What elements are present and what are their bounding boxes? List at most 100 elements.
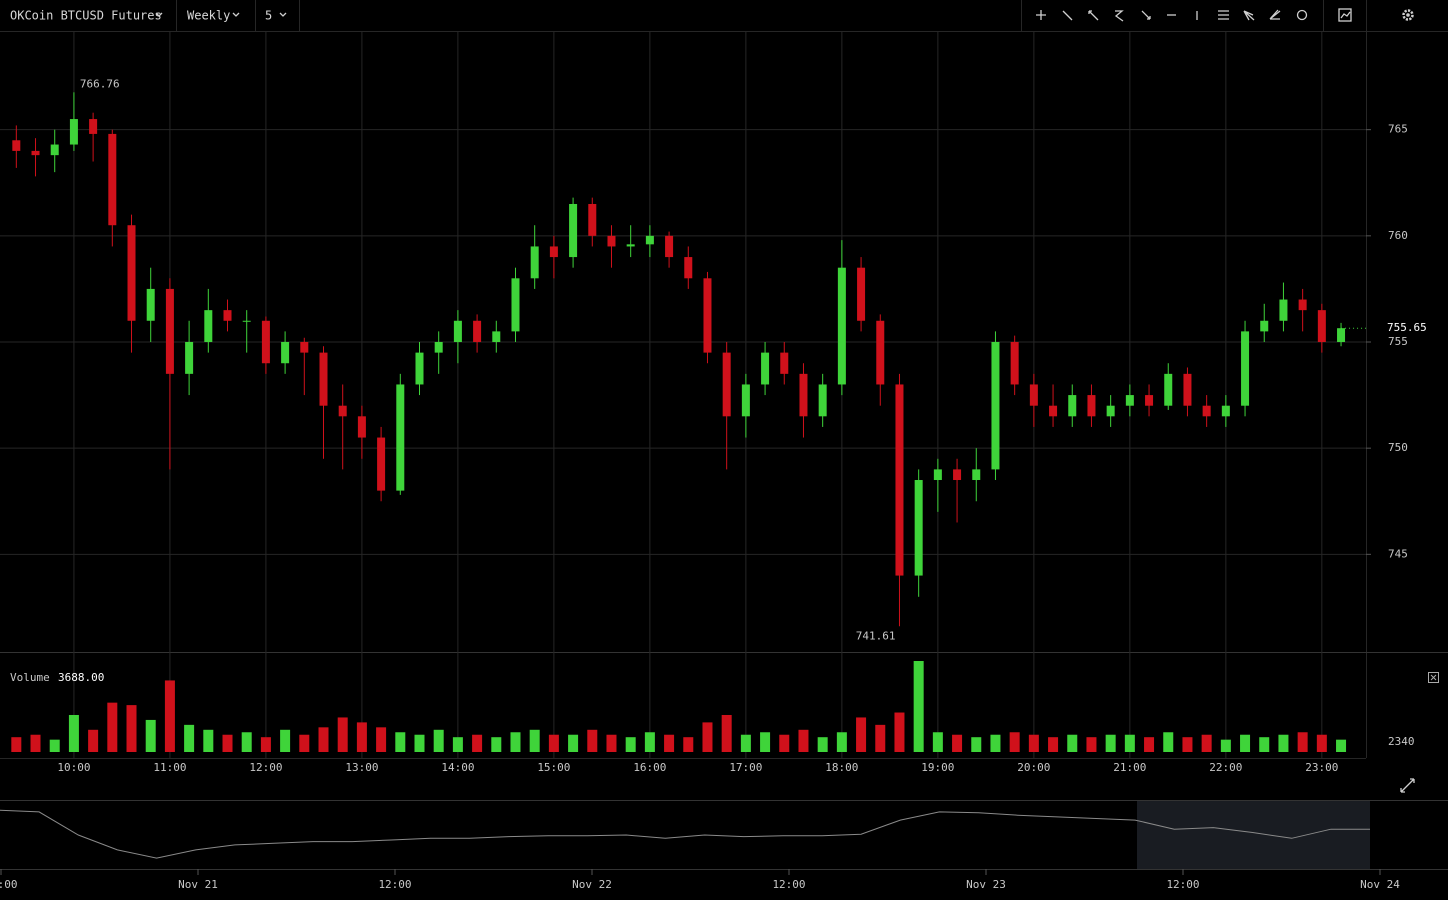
volume-bar xyxy=(913,661,924,752)
gann-tool[interactable] xyxy=(1269,9,1281,20)
volume-bar xyxy=(1124,734,1135,752)
volume-bar xyxy=(1009,732,1020,752)
dropdown-arrow xyxy=(279,12,287,17)
candle-body xyxy=(953,469,962,481)
candle-body xyxy=(319,352,328,406)
candle-body xyxy=(1202,405,1211,417)
candle-body xyxy=(569,203,578,258)
arrow-tool[interactable] xyxy=(1141,10,1151,20)
volume-bar xyxy=(1297,732,1308,752)
circle-tool[interactable] xyxy=(1296,9,1308,21)
volume-bar xyxy=(510,732,521,752)
volume-bar xyxy=(1163,732,1174,752)
volume-bar xyxy=(107,702,118,752)
candle-body xyxy=(1317,310,1326,342)
volume-bar xyxy=(1182,737,1193,752)
candle-body xyxy=(204,310,213,342)
volume-bar xyxy=(126,705,137,752)
candle-body xyxy=(741,384,750,417)
candle-body xyxy=(1221,405,1230,417)
volume-bar xyxy=(356,722,367,752)
volume-bar xyxy=(68,714,79,752)
candle-body xyxy=(357,416,366,438)
candle-body xyxy=(645,235,654,245)
low-label: 741.61 xyxy=(856,629,896,642)
candle-body xyxy=(146,288,155,321)
last-price-label: 755.65 xyxy=(1387,321,1427,334)
volume-bar xyxy=(145,719,156,752)
candle-body xyxy=(933,469,942,481)
navigator-label: 12:00 xyxy=(772,878,805,891)
range-selector[interactable]: Weekly xyxy=(187,9,230,23)
volume-bar xyxy=(798,729,809,752)
candle-body xyxy=(876,320,885,385)
interval-selector[interactable]: 5 xyxy=(265,9,272,23)
volume-bar xyxy=(280,729,291,752)
candle-body xyxy=(703,278,712,353)
navigator-line xyxy=(0,809,1370,859)
volume-value: 3688.00 xyxy=(58,671,104,684)
candle-body xyxy=(1049,405,1058,417)
fan-tool[interactable] xyxy=(1243,10,1255,21)
dropdown-arrow xyxy=(232,12,240,17)
volume-bar xyxy=(894,712,905,752)
y-tick-label: 755 xyxy=(1388,335,1408,348)
volume-bar xyxy=(88,729,99,752)
candle-body xyxy=(626,244,635,247)
candle-body xyxy=(492,331,501,342)
candle-body xyxy=(972,469,981,481)
ray-tool[interactable] xyxy=(1088,10,1099,21)
symbol-selector[interactable]: OKCoin BTCUSD Futures xyxy=(10,9,162,23)
volume-bar xyxy=(452,737,463,752)
y-tick-label: 765 xyxy=(1388,123,1408,136)
volume-bar xyxy=(11,737,22,752)
volume-bar xyxy=(760,732,771,752)
x-tick-label: 10:00 xyxy=(57,761,90,774)
volume-bar xyxy=(472,734,483,752)
volume-bar xyxy=(1240,734,1251,752)
volume-label: Volume xyxy=(10,671,50,684)
candle-body xyxy=(549,246,558,258)
volume-bar xyxy=(376,727,387,752)
fullscreen-button[interactable] xyxy=(1400,778,1415,793)
navigator-label: Nov 24 xyxy=(1360,878,1400,891)
crosshair-tool[interactable] xyxy=(1036,10,1046,20)
navigator-label: 12:00 xyxy=(1166,878,1199,891)
volume-bar xyxy=(222,734,233,752)
candle-body xyxy=(1010,342,1019,385)
settings-button[interactable] xyxy=(1402,9,1414,21)
volume-bar xyxy=(1028,734,1039,752)
volume-bar xyxy=(683,737,694,752)
fib-tool[interactable] xyxy=(1218,10,1229,20)
candle-body xyxy=(127,225,136,321)
candle-body xyxy=(453,320,462,342)
volume-bar xyxy=(529,729,540,752)
zigzag-tool[interactable] xyxy=(1114,10,1124,22)
x-tick-label: 15:00 xyxy=(537,761,570,774)
volume-bar xyxy=(1201,734,1212,752)
close-volume-button[interactable] xyxy=(1428,672,1439,683)
candle-body xyxy=(396,384,405,491)
volume-bar xyxy=(260,737,271,752)
volume-bar xyxy=(337,717,348,752)
x-tick-label: 13:00 xyxy=(345,761,378,774)
candle-body xyxy=(588,203,597,236)
candle-body xyxy=(223,310,232,321)
line-tool[interactable] xyxy=(1062,10,1073,21)
x-tick-label: 11:00 xyxy=(153,761,186,774)
close-icon xyxy=(1430,674,1437,681)
volume-bar xyxy=(1259,737,1270,752)
candle-body xyxy=(607,235,616,247)
volume-bar xyxy=(836,732,847,752)
candle-body xyxy=(473,320,482,342)
volume-bar xyxy=(414,734,425,752)
x-tick-label: 21:00 xyxy=(1113,761,1146,774)
candle-body xyxy=(665,235,674,258)
candle-body xyxy=(1279,299,1288,321)
candle-body xyxy=(761,352,770,385)
navigator-window[interactable] xyxy=(1137,801,1370,869)
x-tick-label: 14:00 xyxy=(441,761,474,774)
indicators-button[interactable] xyxy=(1338,8,1352,22)
candle-body xyxy=(1241,331,1250,406)
volume-bar xyxy=(817,737,828,752)
